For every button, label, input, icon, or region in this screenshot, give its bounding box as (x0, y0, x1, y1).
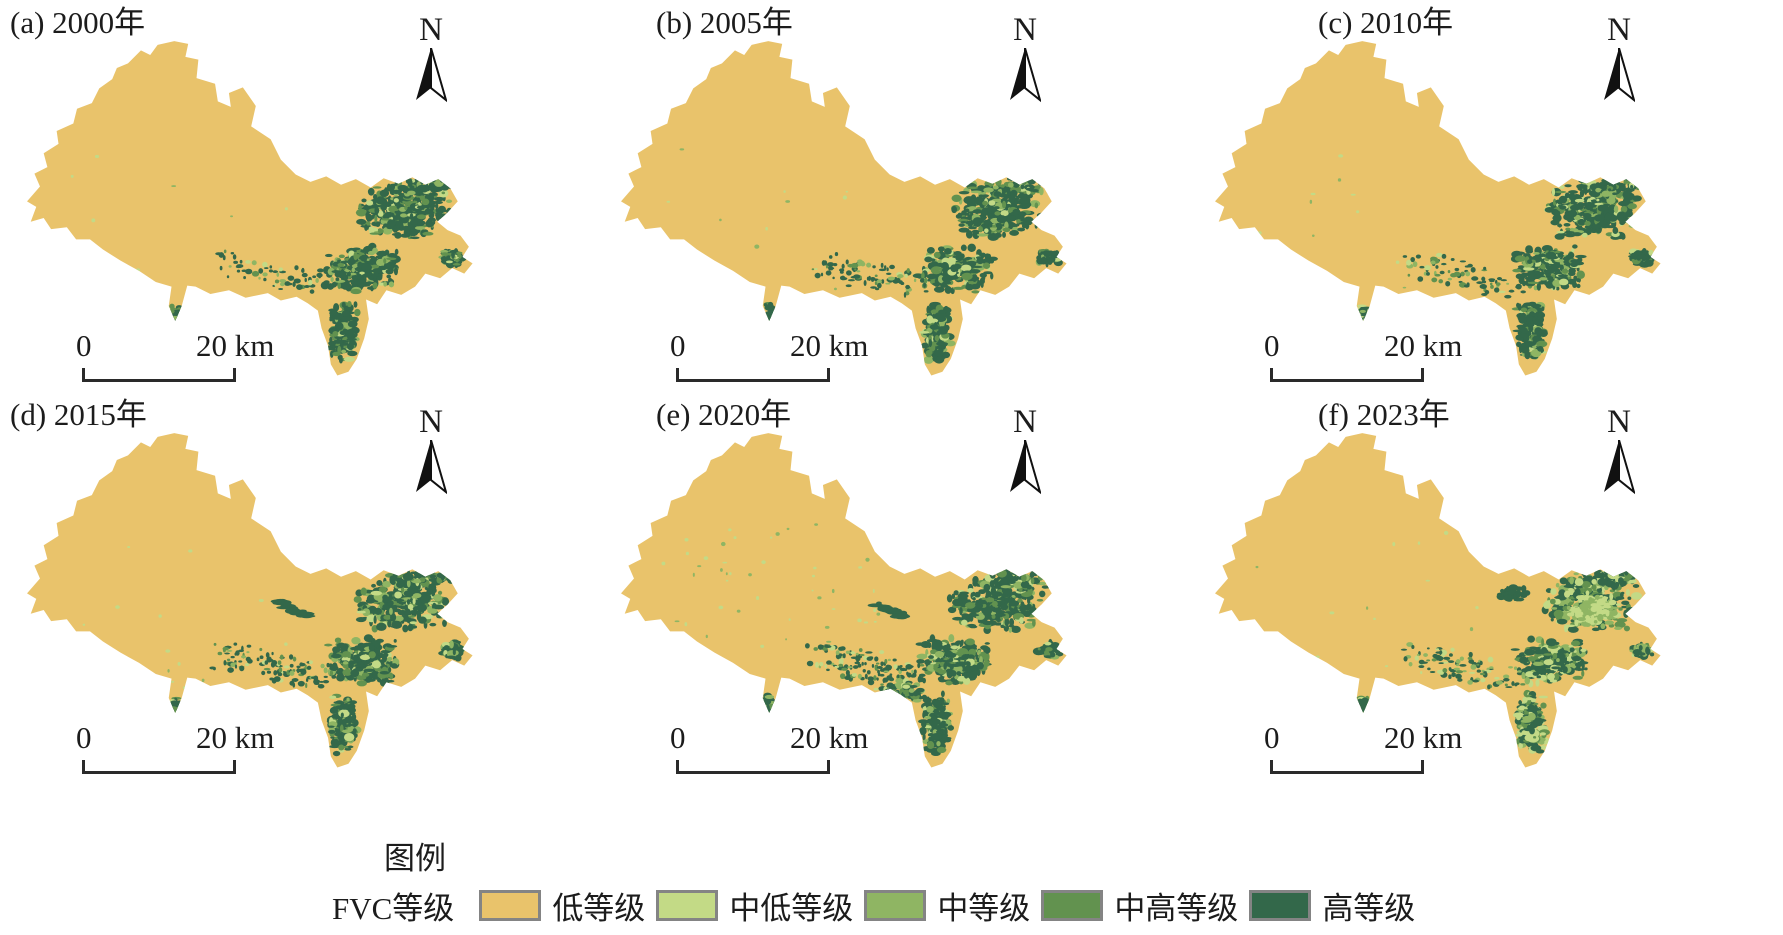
scale-zero: 0 (670, 328, 686, 363)
north-indicator: N (1002, 14, 1048, 104)
vegetation-patches (82, 545, 469, 757)
scale-bracket (676, 760, 830, 774)
map-2020 (621, 433, 1067, 768)
vegetation-patches (1257, 154, 1656, 360)
map-2010 (1215, 41, 1661, 376)
legend-item-mid-high: 中高等级 (1030, 883, 1238, 928)
legend-item-high: 高等级 (1238, 883, 1415, 928)
legend-item-low: 低等级 (468, 883, 645, 928)
panel-title: (d) 2015年 (10, 397, 147, 432)
panel-b: (b) 2005年 N 0 20 km (594, 0, 1188, 392)
scale-bracket (676, 368, 830, 382)
panel-title: (c) 2010年 (1318, 5, 1454, 40)
scale-bracket (1270, 760, 1424, 774)
scale-bracket (82, 760, 236, 774)
legend-header: 图例 (384, 841, 446, 876)
map-2015 (27, 433, 473, 768)
scale-end: 20 km (196, 720, 275, 755)
north-label: N (1607, 12, 1631, 48)
scale-zero: 0 (76, 720, 92, 755)
panel-title: (e) 2020年 (656, 397, 792, 432)
scale-end: 20 km (1384, 720, 1463, 755)
north-indicator: N (1002, 406, 1048, 496)
panel-c: (c) 2010年 N 0 20 km (1188, 0, 1783, 392)
scale-bracket (1270, 368, 1424, 382)
map-2000 (27, 41, 473, 376)
scale-zero: 0 (1264, 720, 1280, 755)
vegetation-patches (659, 523, 1064, 757)
scale-zero: 0 (76, 328, 92, 363)
scale-bar: 0 20 km (66, 328, 346, 382)
legend-series-label: FVC等级 (332, 890, 455, 926)
legend-row: FVC等级 低等级 中低等级 中等级 中高等级 高等级 (332, 883, 1415, 928)
scale-end: 20 km (1384, 328, 1463, 363)
north-indicator: N (1596, 406, 1642, 496)
panel-d: (d) 2015年 N 0 20 km (0, 392, 594, 845)
north-arrow-icon (416, 440, 447, 495)
north-arrow-icon (1010, 48, 1041, 103)
north-arrow-icon (1604, 440, 1635, 495)
north-indicator: N (1596, 14, 1642, 104)
legend: 图例 FVC等级 低等级 中低等级 中等级 中高等级 高等级 (332, 841, 1415, 928)
vegetation-patches (70, 154, 470, 364)
north-indicator: N (408, 14, 454, 104)
north-arrow-icon (1010, 440, 1041, 495)
swatch-low (479, 889, 542, 921)
scale-bar: 0 20 km (660, 328, 940, 382)
scale-end: 20 km (790, 328, 869, 363)
north-indicator: N (408, 406, 454, 496)
north-label: N (1013, 404, 1037, 440)
north-arrow-icon (416, 48, 447, 103)
swatch-mid-low (656, 889, 719, 921)
swatch-mid (864, 889, 927, 921)
swatch-high (1249, 889, 1312, 921)
scale-bar: 0 20 km (660, 720, 940, 774)
panel-title: (b) 2005年 (656, 5, 793, 40)
north-label: N (419, 12, 443, 48)
scale-bar: 0 20 km (66, 720, 346, 774)
panel-f: (f) 2023年 N 0 20 km (1188, 392, 1783, 845)
scale-bracket (82, 368, 236, 382)
panel-title: (f) 2023年 (1318, 397, 1450, 432)
map-2005 (621, 41, 1067, 376)
north-label: N (1013, 12, 1037, 48)
scale-bar: 0 20 km (1254, 328, 1534, 382)
scale-end: 20 km (196, 328, 275, 363)
scale-bar: 0 20 km (1254, 720, 1534, 774)
scale-zero: 0 (670, 720, 686, 755)
legend-item-mid-low: 中低等级 (645, 883, 853, 928)
swatch-mid-high (1041, 889, 1104, 921)
scale-end: 20 km (790, 720, 869, 755)
panel-e: (e) 2020年 N 0 20 km (594, 392, 1188, 845)
north-label: N (419, 404, 443, 440)
panel-a: (a) 2000年 N 0 20 km (0, 0, 594, 392)
legend-item-mid: 中等级 (853, 883, 1030, 928)
vegetation-patches (1255, 530, 1655, 754)
north-label: N (1607, 404, 1631, 440)
panel-title: (a) 2000年 (10, 5, 146, 40)
north-arrow-icon (1604, 48, 1635, 103)
scale-zero: 0 (1264, 328, 1280, 363)
map-2023 (1215, 433, 1661, 768)
panel-grid: (a) 2000年 N 0 20 km (b) (0, 0, 1783, 845)
